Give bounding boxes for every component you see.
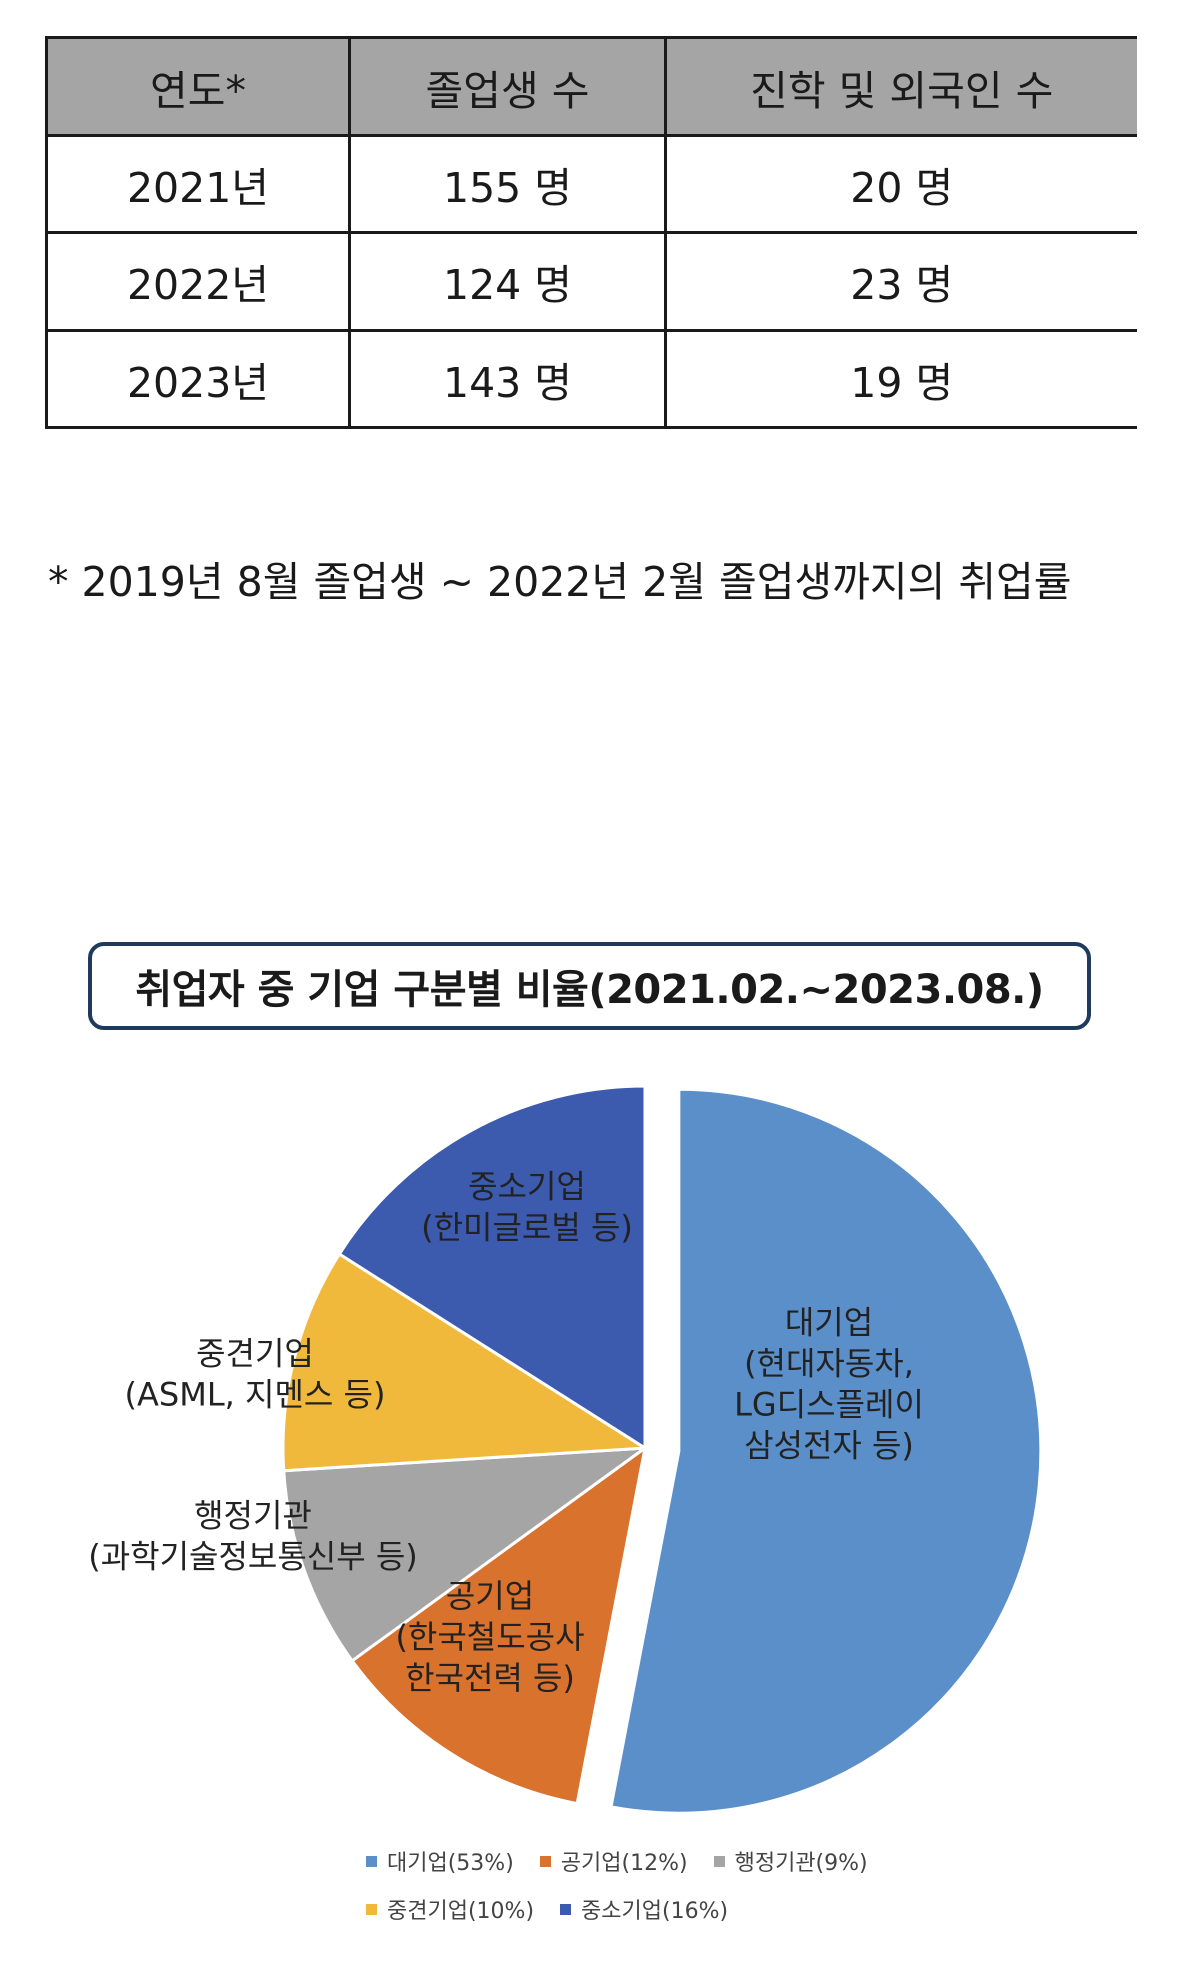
table-cell-year: 2022년 bbox=[45, 231, 351, 332]
legend-swatch bbox=[539, 1855, 551, 1867]
legend-swatch bbox=[366, 1903, 377, 1915]
footnote: * 2019년 8월 졸업생 ~ 2022년 2월 졸업생까지의 취업률 bbox=[48, 558, 1072, 606]
table-cell-further-study: 19 명 bbox=[664, 328, 1137, 430]
table-row: 2022년 124 명 23 명 bbox=[45, 231, 1137, 332]
slice-label-중소기업: 중소기업 (한미글로벌 등) bbox=[421, 1168, 633, 1247]
legend-label: 행정기관(9%) bbox=[734, 1851, 868, 1876]
legend-item: 중견기업(10%) bbox=[366, 1893, 534, 1925]
slice-label-대기업: 대기업 (현대자동차, LG디스플레이 삼성전자 등) bbox=[734, 1304, 924, 1465]
pie-slice-중견기업 bbox=[281, 1251, 650, 1473]
header-further-study: 진학 및 외국인 수 bbox=[664, 36, 1137, 137]
table-cell-graduates: 124 명 bbox=[348, 231, 667, 332]
table-row: 2023년 143 명 19 명 bbox=[45, 328, 1137, 430]
legend-item: 중소기업(16%) bbox=[560, 1893, 728, 1925]
table-cell-graduates: 143 명 bbox=[348, 328, 667, 430]
legend-label: 공기업(12%) bbox=[560, 1851, 688, 1876]
table-cell-year: 2023년 bbox=[45, 328, 351, 430]
table-cell-graduates: 155 명 bbox=[348, 133, 667, 235]
pie-slice-중소기업 bbox=[337, 1084, 647, 1451]
chart-legend: 대기업(53%) 공기업(12%) 행정기관(9%) 중견기업(10%) 중소기업(16… bbox=[366, 1845, 1006, 1925]
legend-item: 공기업(12%) bbox=[539, 1845, 688, 1877]
slice-label-행정기관: 행정기관 (과학기술정보통신부 등) bbox=[88, 1497, 418, 1576]
legend-swatch bbox=[713, 1855, 725, 1867]
table-row: 2021년 155 명 20 명 bbox=[45, 133, 1137, 235]
legend-label: 중소기업(16%) bbox=[581, 1899, 729, 1924]
pie-slice-행정기관 bbox=[282, 1446, 651, 1663]
legend-label: 대기업(53%) bbox=[387, 1851, 514, 1876]
legend-swatch bbox=[560, 1903, 572, 1915]
table-cell-further-study: 20 명 bbox=[664, 133, 1137, 235]
pie-slice-대기업 bbox=[609, 1087, 1043, 1815]
legend-item: 대기업(53%) bbox=[366, 1845, 514, 1877]
chart-title: 취업자 중 기업 구분별 비율(2021.02.~2023.08.) bbox=[135, 967, 1044, 1013]
legend-swatch bbox=[366, 1855, 377, 1867]
slice-label-공기업: 공기업 (한국철도공사 한국전력 등) bbox=[395, 1577, 584, 1697]
chart-title-box: 취업자 중 기업 구분별 비율(2021.02.~2023.08.) bbox=[88, 942, 1091, 1030]
legend-label: 중견기업(10%) bbox=[387, 1899, 535, 1924]
legend-item: 행정기관(9%) bbox=[713, 1845, 868, 1877]
table-cell-further-study: 23 명 bbox=[664, 231, 1137, 332]
table-header-row: 연도* 졸업생 수 진학 및 외국인 수 bbox=[45, 36, 1137, 137]
header-graduates: 졸업생 수 bbox=[348, 36, 667, 137]
table-cell-year: 2021년 bbox=[45, 133, 351, 235]
graduates-table: 연도* 졸업생 수 진학 및 외국인 수 2021년 155 명 20 명 20… bbox=[45, 36, 1137, 430]
header-year: 연도* bbox=[45, 36, 351, 137]
slice-label-중견기업: 중견기업 (ASML, 지멘스 등) bbox=[125, 1335, 386, 1414]
pie-slice-공기업 bbox=[350, 1444, 648, 1806]
